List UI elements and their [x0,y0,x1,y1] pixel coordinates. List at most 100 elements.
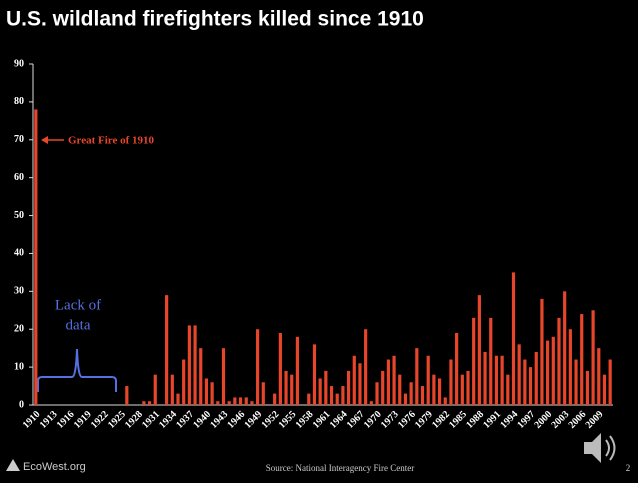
bar [557,317,561,405]
bar [460,374,464,405]
x-tick-label: 1964 [328,409,350,431]
chart-title: U.S. wildland firefighters killed since … [6,8,424,31]
bar [432,374,436,405]
bar [335,393,339,405]
bar [540,298,544,405]
y-tick-label: 20 [14,324,24,335]
bar [528,367,533,405]
bar [585,370,590,405]
x-tick-label: 1919 [72,409,94,431]
bar [494,355,499,405]
x-tick-label: 1934 [157,409,179,431]
bar [221,348,226,405]
bar [238,397,243,405]
x-tick-label: 1982 [430,409,452,431]
bar [580,314,584,405]
bar [170,374,174,405]
brace [37,348,117,392]
bar [256,329,260,405]
bar [233,397,237,405]
x-tick-label: 1922 [89,409,111,431]
bar [420,386,425,405]
x-tick-label: 1916 [55,409,77,431]
bar [381,370,385,405]
x-tick-label: 2003 [549,409,571,431]
bar [403,393,408,405]
x-tick-label: 1991 [481,409,503,431]
y-tick-label: 0 [19,399,24,410]
bar [466,370,470,405]
arrow-head [41,136,48,144]
bar [449,359,453,405]
bar [472,317,476,405]
bar [199,348,203,405]
y-tick-label: 70 [14,134,24,145]
bar [443,397,447,405]
x-tick-label: 1943 [208,409,230,431]
bar [125,386,129,405]
bar [574,359,578,405]
x-tick-label: 1988 [464,409,486,431]
bar [182,359,186,405]
y-tick-label: 10 [14,361,24,372]
bar [250,401,254,405]
x-tick-label: 1976 [396,409,418,431]
bar [358,363,362,405]
bar [244,397,248,405]
bar [551,336,555,405]
bar [227,401,231,405]
bar [534,351,538,405]
bar [273,393,277,405]
bar [409,382,413,405]
bar [386,359,390,405]
bar [477,295,481,405]
brand: EcoWest.org [23,461,86,473]
x-tick-label: 1979 [413,409,435,431]
bar [210,382,214,405]
x-tick-label: 1949 [242,409,264,431]
bar [597,348,601,405]
bar [489,317,493,405]
x-tick-label: 1913 [38,409,60,431]
bar [290,374,294,405]
bar [455,333,459,405]
bar [187,325,191,405]
x-tick-label: 1952 [259,409,281,431]
bar [346,370,351,405]
y-tick-label: 60 [14,172,24,183]
bar [216,401,220,405]
y-tick-label: 40 [14,248,24,259]
x-tick-label: 1940 [191,409,213,431]
bar [500,355,504,405]
bar [523,359,527,405]
bar [193,325,197,405]
bar [204,378,209,405]
bar [261,382,265,405]
bar [341,386,345,405]
bar [352,355,356,405]
speaker-icon[interactable] [584,433,616,463]
x-tick-label: 1955 [277,409,299,431]
bar [511,272,516,405]
bar [284,370,288,405]
x-tick-label: 1961 [311,409,333,431]
x-tick-label: 2006 [567,409,589,431]
bar [506,374,510,405]
annotation: Lack of [55,297,101,313]
x-tick-label: 1946 [225,409,247,431]
y-tick-label: 50 [14,210,24,221]
bar [165,295,169,405]
annotation: data [66,317,91,333]
x-tick-label: 1970 [362,409,384,431]
bar [546,340,550,405]
bar [517,344,521,405]
bar [318,378,322,405]
y-tick-label: 90 [14,58,24,69]
bar [392,355,396,405]
bar [375,382,379,405]
bar [608,359,612,405]
bar [602,374,607,405]
x-tick-label: 1925 [106,409,128,431]
bar [329,386,334,405]
x-tick-label: 2009 [584,409,606,431]
